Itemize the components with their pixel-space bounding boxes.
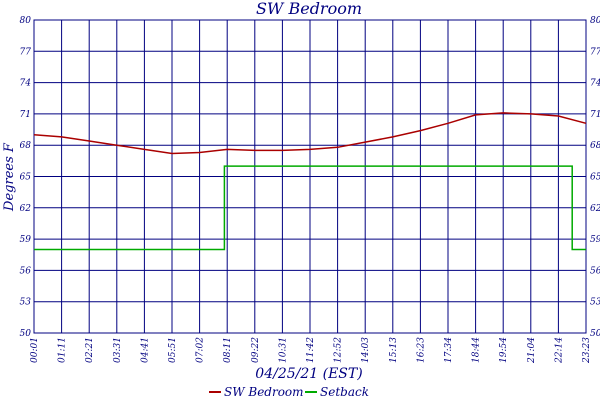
x-tick-label: 02:21 [85, 337, 95, 363]
x-tick-label: 00:01 [30, 337, 40, 363]
legend-label-sw-bedroom: SW Bedroom [224, 385, 304, 399]
x-tick-label: 15:13 [389, 337, 399, 363]
x-tick-label: 21:04 [527, 337, 537, 364]
series [33, 112, 587, 251]
x-tick-label: 12:52 [334, 337, 344, 363]
x-tick-label: 03:31 [113, 337, 123, 363]
y-tick-label: 50 [20, 329, 32, 339]
y-tick-label: 71 [20, 110, 31, 120]
y-tick-label: 77 [20, 47, 32, 57]
legend-label-setback: Setback [320, 385, 369, 399]
x-ticks: 00:01 01:11 02:21 03:31 04:41 05:51 07:02 08:11… [30, 337, 592, 364]
x-tick-label: 22:14 [554, 337, 564, 364]
x-tick-label: 05:51 [168, 337, 178, 363]
y-tick-label-right: 71 [590, 110, 600, 120]
y-tick-label-right: 59 [590, 235, 600, 245]
x-tick-label: 11:42 [306, 337, 316, 363]
x-tick-label: 18:44 [472, 337, 482, 363]
y-tick-label: 59 [20, 235, 32, 245]
legend: SW Bedroom Setback [209, 385, 369, 399]
x-tick-label: 16:23 [416, 337, 426, 363]
chart-title: SW Bedroom [256, 0, 362, 18]
y-tick-label-right: 65 [590, 173, 600, 183]
x-tick-label: 07:02 [196, 337, 206, 363]
x-tick-label: 10:31 [278, 337, 288, 363]
x-tick-label: 19:54 [499, 337, 509, 363]
y-tick-label: 56 [20, 266, 32, 276]
y-tick-label-right: 50 [590, 329, 600, 339]
x-tick-label: 01:11 [58, 337, 68, 363]
y-ticks-right: 50 53 56 59 62 65 68 71 74 77 80 [590, 16, 600, 339]
x-tick-label: 23:23 [582, 337, 592, 364]
x-tick-label: 09:22 [251, 337, 261, 363]
y-tick-label: 74 [20, 79, 32, 89]
x-tick-label: 04:41 [140, 337, 150, 363]
series-line-1 [34, 165, 586, 251]
y-axis-label: Degrees F [2, 142, 17, 212]
y-tick-label: 80 [20, 16, 32, 26]
y-tick-label: 65 [20, 173, 32, 183]
y-tick-label: 68 [20, 141, 32, 151]
y-tick-label: 53 [20, 298, 32, 308]
grid [33, 19, 587, 334]
y-tick-label: 62 [20, 204, 32, 214]
y-tick-label-right: 74 [590, 79, 600, 89]
y-tick-label-right: 77 [590, 47, 600, 57]
y-ticks-left: 50 53 56 59 62 65 68 71 74 77 80 [20, 16, 32, 339]
x-axis-label: 04/25/21 (EST) [255, 366, 362, 382]
x-tick-label: 14:03 [361, 337, 371, 363]
x-tick-label: 17:34 [444, 337, 454, 363]
y-tick-label-right: 53 [590, 298, 600, 308]
x-tick-label: 08:11 [223, 337, 233, 363]
y-tick-label-right: 56 [590, 266, 600, 276]
y-tick-label-right: 80 [590, 16, 600, 26]
y-tick-label-right: 62 [590, 204, 600, 214]
series-line-0 [33, 112, 587, 155]
y-tick-label-right: 68 [590, 141, 600, 151]
